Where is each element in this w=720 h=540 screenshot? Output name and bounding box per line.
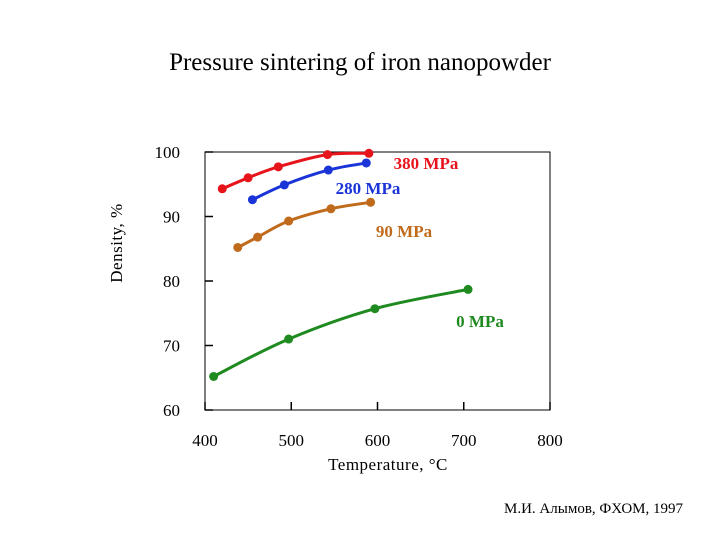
chart-title: Pressure sintering of iron nanopowder: [169, 49, 552, 76]
data-point-280mpa: [279, 180, 289, 190]
series-line-0mpa: [212, 287, 470, 378]
data-point-90mpa: [366, 197, 376, 207]
y-axis-title: Density, %: [107, 203, 126, 282]
y-tick-label: 80: [163, 272, 180, 291]
x-tick-label: 400: [192, 431, 218, 450]
data-point-380mpa: [273, 162, 283, 172]
series-layer: [209, 148, 473, 381]
x-axis-title: Temperature, °C: [328, 455, 448, 474]
series-label-90mpa: 90 MPa: [376, 222, 433, 241]
x-tick-label: 700: [451, 431, 477, 450]
data-point-280mpa: [247, 195, 257, 205]
data-point-90mpa: [253, 232, 263, 242]
data-point-90mpa: [284, 216, 294, 226]
series-label-0mpa: 0 MPa: [456, 312, 504, 331]
data-point-90mpa: [326, 204, 336, 214]
y-axis: 60 70 80 90 100: [155, 143, 213, 420]
data-point-380mpa: [243, 173, 253, 183]
x-tick-label: 800: [537, 431, 563, 450]
data-point-0mpa: [209, 371, 219, 381]
y-tick-label: 100: [155, 143, 181, 162]
data-point-0mpa: [284, 334, 294, 344]
data-point-280mpa: [361, 158, 371, 168]
source-credit: М.И. Алымов, ФХОМ, 1997: [504, 501, 683, 517]
x-tick-label: 500: [279, 431, 305, 450]
x-axis: 400 500 600 700 800: [192, 402, 563, 450]
y-tick-label: 60: [163, 401, 180, 420]
x-tick-label: 600: [365, 431, 391, 450]
series-label-380mpa: 380 MPa: [394, 154, 459, 173]
data-point-280mpa: [323, 165, 333, 175]
series-label-280mpa: 280 MPa: [336, 179, 401, 198]
series-line-280mpa: [250, 161, 368, 202]
data-point-380mpa: [322, 150, 332, 160]
data-point-90mpa: [233, 242, 243, 252]
y-tick-label: 70: [163, 337, 180, 356]
y-tick-label: 90: [163, 208, 180, 227]
data-point-380mpa: [364, 148, 374, 158]
data-point-0mpa: [370, 304, 380, 314]
data-point-380mpa: [217, 184, 227, 194]
data-point-0mpa: [463, 284, 473, 294]
